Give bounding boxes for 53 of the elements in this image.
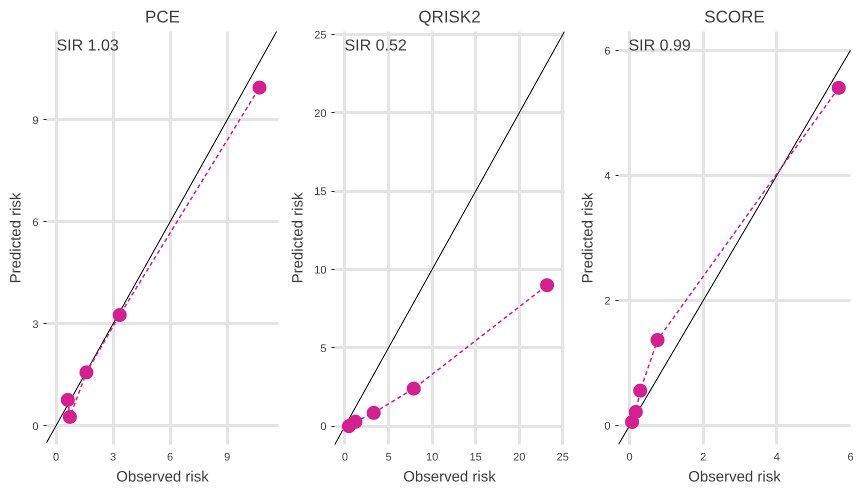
point (79, 365, 94, 380)
point (366, 406, 381, 420)
chart-title: PCE (145, 8, 180, 26)
point (60, 392, 75, 407)
x-tick-label: 20 (513, 452, 526, 464)
point (406, 382, 421, 396)
point (252, 80, 266, 95)
x-tick-label: 4 (774, 452, 780, 464)
point (348, 414, 362, 429)
point (540, 278, 554, 292)
y-tick-label: 9 (32, 114, 39, 127)
x-tick-label: 15 (470, 452, 482, 464)
y-tick-label: 6 (604, 45, 611, 58)
point (832, 80, 846, 95)
point (650, 333, 665, 347)
x-axis-title: Observed risk (688, 468, 782, 486)
y-tick-label: 15 (314, 186, 327, 198)
y-tick-label: 25 (314, 30, 327, 42)
chart-title: QRISK2 (418, 8, 481, 26)
point (628, 404, 643, 419)
x-tick-label: 0 (342, 452, 348, 464)
y-tick-label: 3 (32, 318, 39, 331)
x-tick-label: 2 (700, 452, 706, 464)
x-tick-label: 9 (224, 452, 230, 464)
point (112, 308, 127, 322)
y-axis-title: Predicted risk (579, 192, 596, 284)
y-tick-label: 10 (314, 264, 327, 277)
x-axis-title: Observed risk (116, 468, 210, 486)
y-tick-label: 0 (32, 420, 39, 433)
annotation: SIR 0.52 (344, 38, 407, 54)
y-tick-label: 4 (604, 170, 611, 182)
x-tick-label: 10 (426, 452, 438, 464)
y-tick-label: 6 (32, 216, 39, 229)
y-tick-label: 5 (320, 342, 327, 355)
y-tick-label: 0 (604, 420, 611, 433)
x-tick-label: 6 (167, 452, 174, 464)
annotation: SIR 0.99 (628, 38, 691, 54)
y-axis-title: Predicted risk (7, 192, 24, 284)
point (62, 410, 77, 424)
y-tick-label: 0 (320, 421, 327, 434)
x-tick-label: 0 (52, 452, 60, 464)
x-tick-label: 25 (556, 452, 569, 464)
x-tick-label: 3 (110, 452, 116, 464)
y-tick-label: 20 (314, 108, 327, 120)
annotation: SIR 1.03 (56, 38, 119, 54)
point (633, 384, 648, 398)
y-axis-title: Predicted risk (289, 192, 306, 284)
chart-title: SCORE (704, 8, 765, 26)
x-tick-label: 6 (847, 452, 854, 464)
y-tick-label: 2 (604, 296, 611, 308)
x-tick-label: 5 (385, 452, 392, 464)
x-axis-title: Observed risk (403, 468, 496, 486)
x-tick-label: 0 (626, 452, 633, 464)
